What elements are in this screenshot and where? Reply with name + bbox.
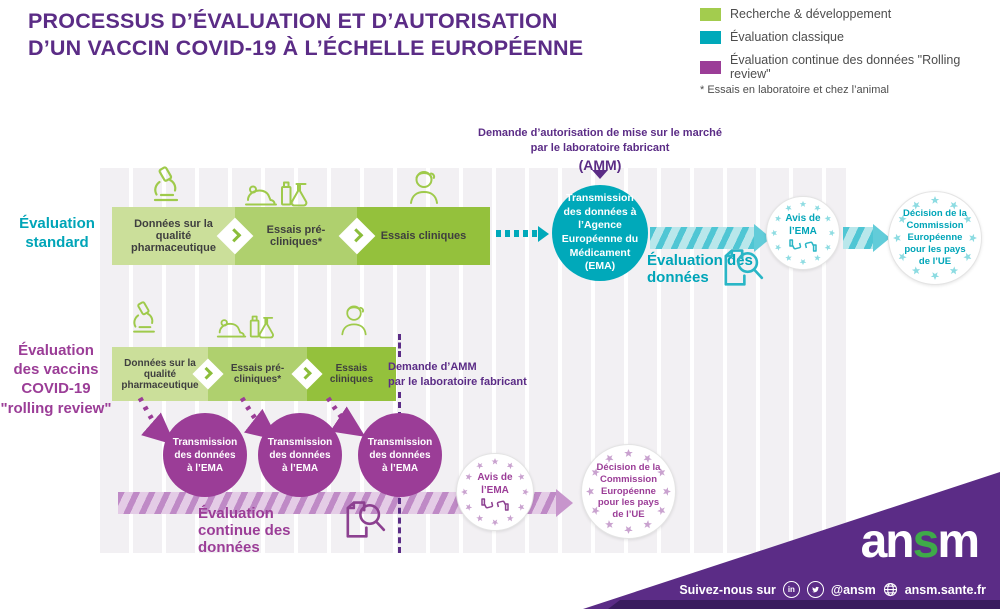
amm-line1: Demande d’autorisation de mise sur le ma… <box>478 127 722 139</box>
evaluation-band <box>650 227 754 249</box>
thumbs-up-down-icon <box>789 239 817 252</box>
magnifier-document-icon <box>346 501 386 538</box>
legend-label: Évaluation classique <box>730 30 844 44</box>
avis-ema-label: Avis de l’EMA <box>785 213 821 237</box>
amm-line2: par le laboratoire fabricant <box>388 375 527 388</box>
dotted-arrow-icon <box>496 230 538 237</box>
decision-label: Décision de la Commission Européenne pou… <box>903 208 967 267</box>
twitter-handle[interactable]: @ansm <box>830 582 876 597</box>
row-label-standard: Évaluation standard <box>19 215 95 252</box>
clinician-icon <box>410 171 438 204</box>
page-title: PROCESSUS D’ÉVALUATION ET D’AUTORISATION… <box>28 8 688 62</box>
dashed-line <box>398 334 401 357</box>
decision-label: Décision de la Commission Européenne pou… <box>596 461 661 521</box>
microscope-icon <box>153 166 179 202</box>
amm-request-label: Demande d’autorisation de mise sur le ma… <box>450 126 750 175</box>
logo-s: s <box>912 515 940 568</box>
down-triangle-icon <box>592 170 608 179</box>
decision-commission-circle: Décision de la Commission Européenne pou… <box>581 444 676 539</box>
preclinical-lab-icon <box>245 181 308 207</box>
step-quality-data: Données sur la qualité pharmaceutique <box>112 347 208 401</box>
amm-request-rolling-label: Demande d’AMM par le laboratoire fabrica… <box>388 360 528 390</box>
row-label-rolling: Évaluation des vaccins COVID-19 "rolling… <box>0 341 112 418</box>
legend-item-classic: Évaluation classique <box>700 30 1000 44</box>
row-label-line: "rolling review" <box>0 399 112 417</box>
thumbs-up-down-icon <box>481 498 509 511</box>
logo-an: an <box>860 515 915 568</box>
linkedin-icon[interactable]: in <box>782 581 800 598</box>
legend-item-rolling: Évaluation continue des données "Rolling… <box>700 53 1000 81</box>
globe-icon <box>883 582 897 597</box>
legend-swatch-purple <box>700 60 721 74</box>
preclinical-lab-icon <box>216 315 274 339</box>
ansm-logo: ansm <box>860 515 980 568</box>
avis-ema-circle: Avis de l’EMA <box>456 453 534 531</box>
linkedin-in-text: in <box>787 585 795 594</box>
step-preclinical: Essais pré-cliniques* <box>208 347 307 401</box>
website-link[interactable]: ansm.sante.fr <box>904 582 986 597</box>
evaluation-band-arrow-icon <box>873 224 890 252</box>
avis-ema-label: Avis de l’EMA <box>477 472 513 496</box>
dashed-line <box>398 498 401 553</box>
footnote: * Essais en laboratoire et chez l’animal <box>700 84 889 96</box>
transmission-ema-circle: Transmission des données à l’Agence Euro… <box>552 185 648 281</box>
logo-m: m <box>937 515 980 568</box>
rolling-band-arrow-icon <box>556 489 573 517</box>
legend-swatch-green <box>700 7 721 21</box>
row-label-line: COVID-19 <box>21 380 91 398</box>
legend-item-research: Recherche & développement <box>700 7 1000 21</box>
decision-commission-circle: Décision de la Commission Européenne pou… <box>888 191 982 285</box>
step-clinical: Essais cliniques <box>357 207 490 265</box>
twitter-icon[interactable] <box>806 581 824 598</box>
dashed-line <box>398 392 401 418</box>
evaluation-continue-label: Évaluation continue des données <box>198 505 291 556</box>
amm-line3: (AMM) <box>578 156 622 173</box>
clinician-icon <box>341 305 367 336</box>
amm-line2: par le laboratoire fabricant <box>530 141 670 154</box>
legend-swatch-teal <box>700 30 721 44</box>
microscope-icon <box>133 301 155 333</box>
dotted-arrow-head-icon <box>538 226 549 242</box>
footer-dark-strip <box>608 600 1000 609</box>
evaluation-band <box>843 227 873 249</box>
page-title-line2: D’UN VACCIN COVID-19 À L’ÉCHELLE EUROPÉE… <box>28 36 584 60</box>
avis-ema-circle: Avis de l’EMA <box>766 196 840 270</box>
page-title-line1: PROCESSUS D’ÉVALUATION ET D’AUTORISATION <box>28 9 558 33</box>
legend: Recherche & développement Évaluation cla… <box>700 7 1000 90</box>
legend-label: Évaluation continue des données "Rolling… <box>730 53 961 81</box>
amm-line1: Demande d’AMM <box>388 361 477 373</box>
row-label-line: des vaccins <box>13 361 99 379</box>
rolling-band <box>118 492 556 514</box>
transmission-ema-circle: Transmission des données à l’EMA <box>358 413 442 497</box>
follow-us-label: Suivez-nous sur <box>679 582 776 597</box>
social-bar: Suivez-nous sur in @ansm ansm.sante.fr <box>679 581 986 598</box>
magnifier-document-icon <box>724 249 764 286</box>
step-preclinical: Essais pré-cliniques* <box>235 207 357 265</box>
step-quality-data: Données sur la qualité pharmaceutique <box>112 207 235 265</box>
legend-label: Recherche & développement <box>730 7 892 21</box>
transmission-ema-circle: Transmission des données à l’EMA <box>163 413 247 497</box>
row-label-line: Évaluation <box>18 342 94 359</box>
transmission-ema-circle: Transmission des données à l’EMA <box>258 413 342 497</box>
